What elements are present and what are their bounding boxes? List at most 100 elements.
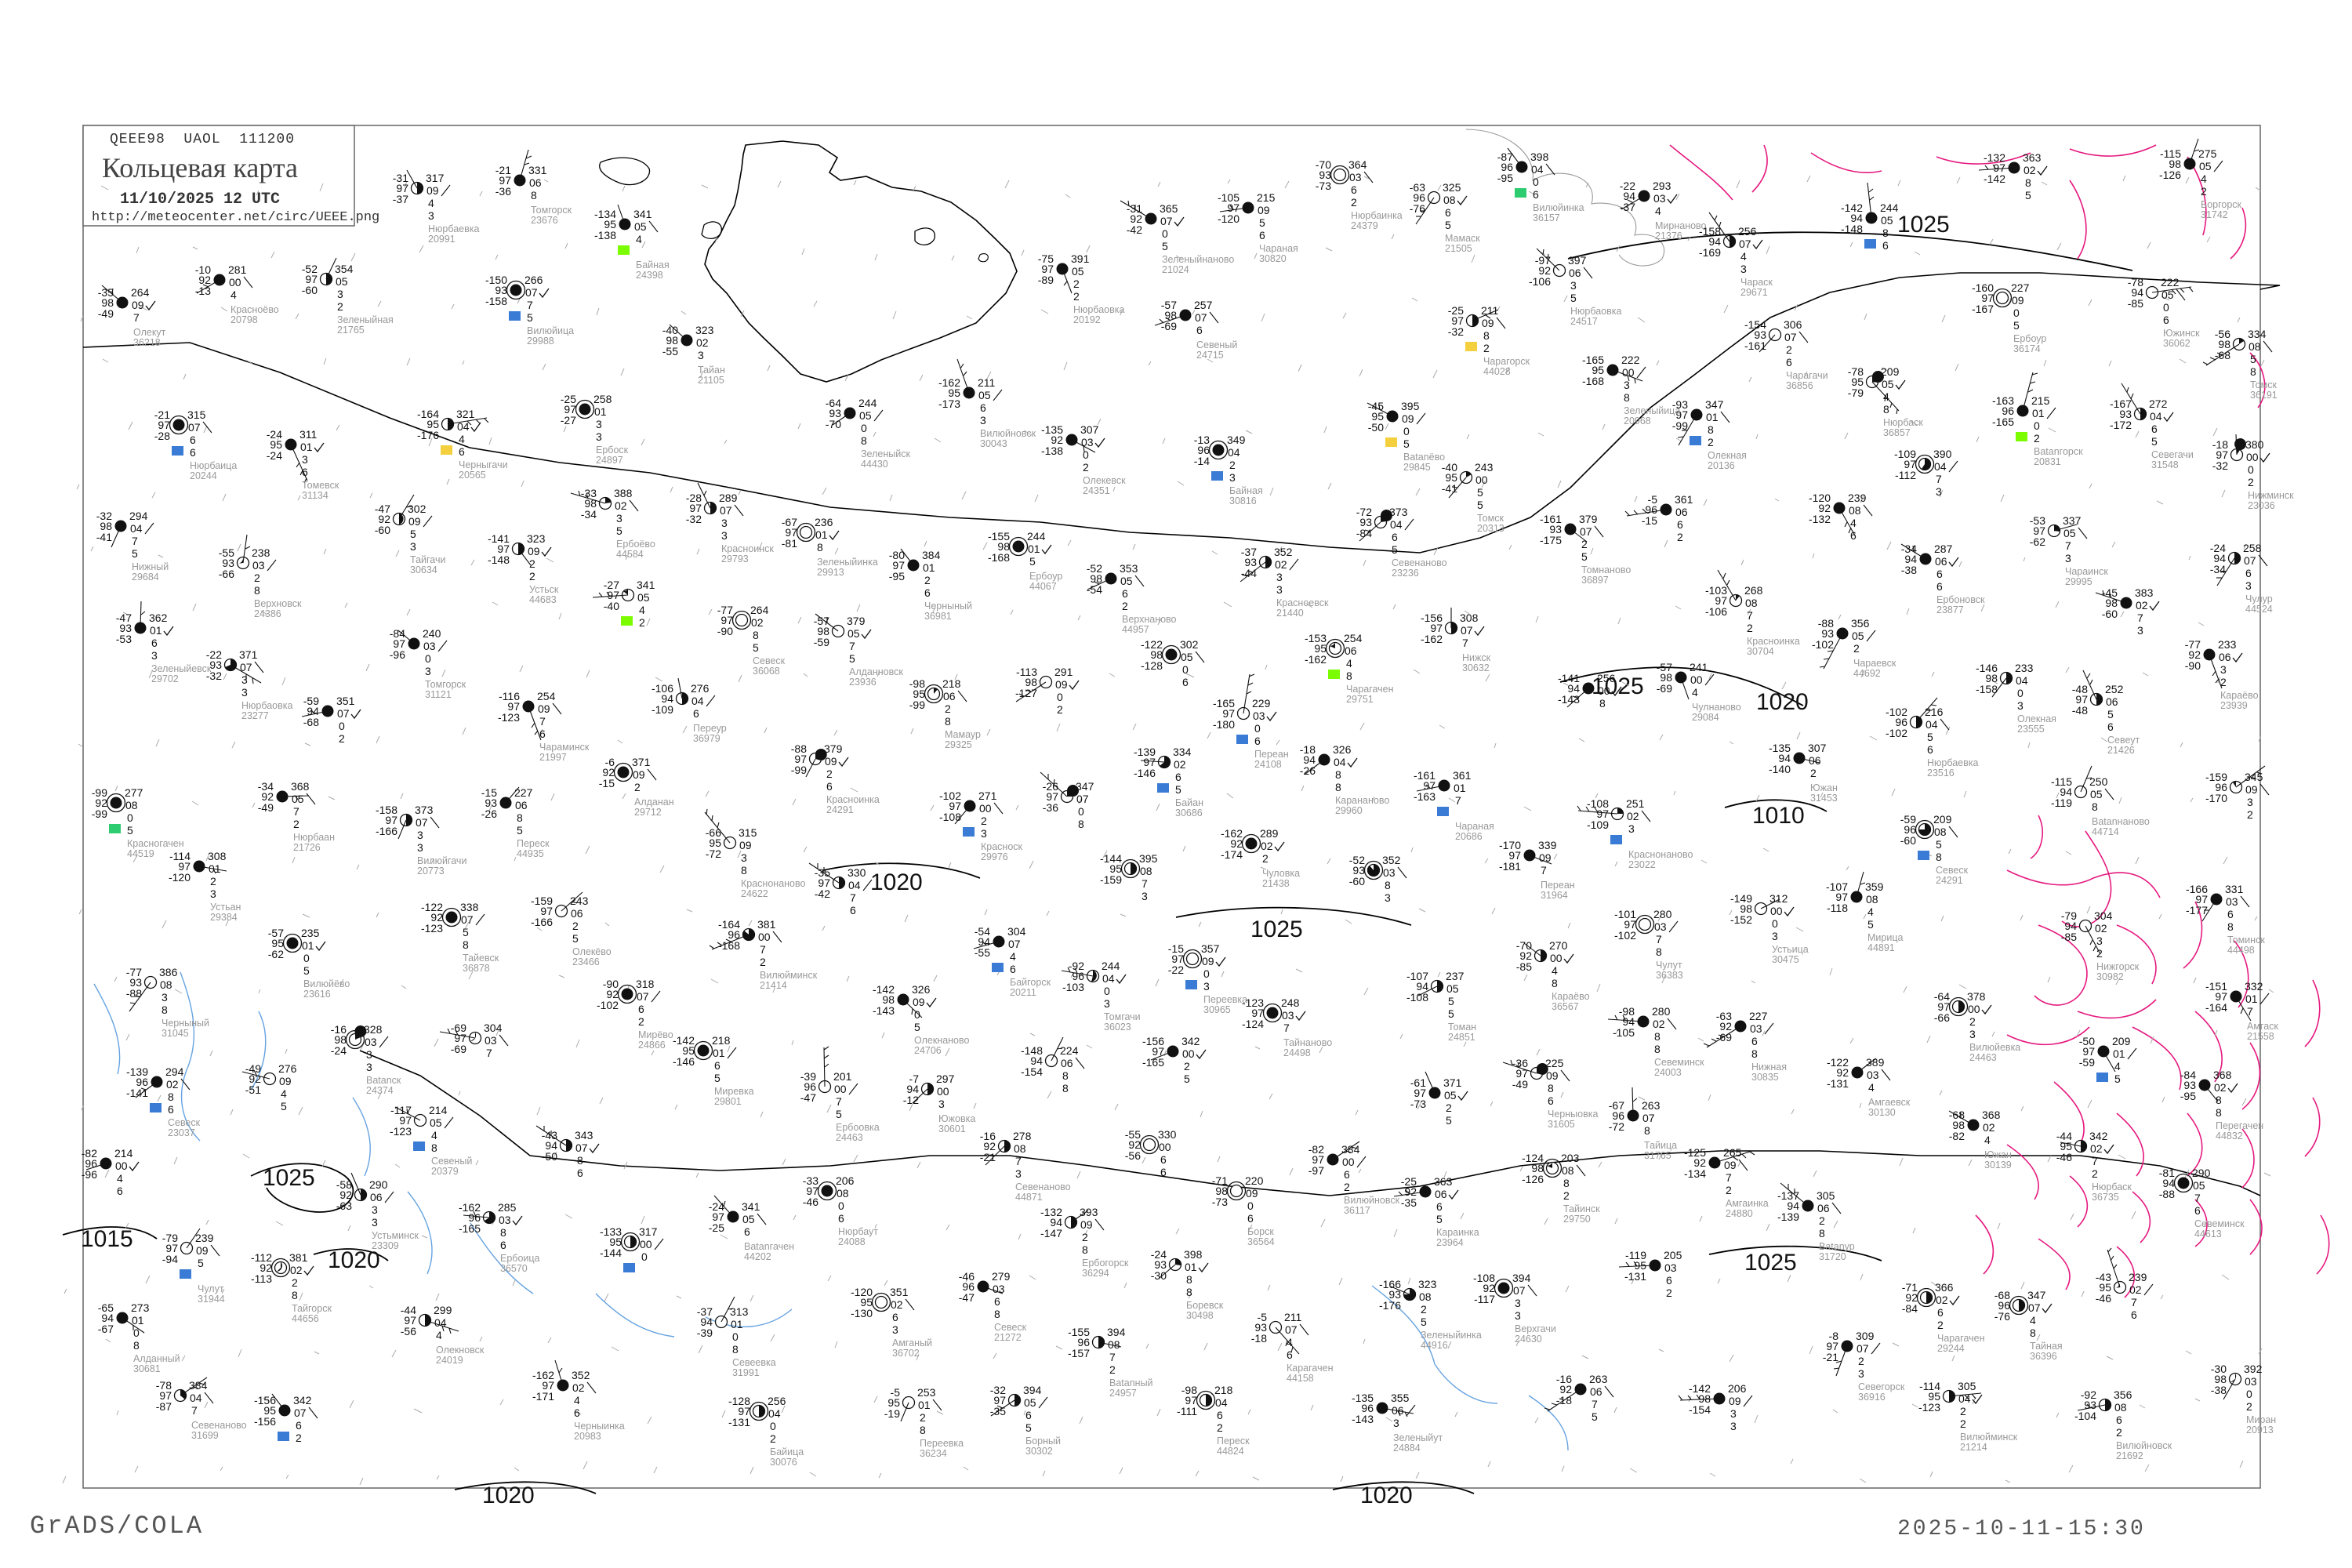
svg-text:7: 7 <box>1462 637 1468 649</box>
svg-text:256: 256 <box>1597 672 1616 684</box>
svg-text:-169: -169 <box>1699 246 1721 259</box>
svg-text:251: 251 <box>1626 797 1645 810</box>
svg-text:23676: 23676 <box>531 215 558 226</box>
svg-text:256: 256 <box>1738 225 1757 238</box>
svg-text:29995: 29995 <box>2065 576 2092 587</box>
svg-text:05: 05 <box>859 409 872 422</box>
svg-text:7: 7 <box>2065 539 2071 552</box>
svg-text:4: 4 <box>2201 172 2207 185</box>
svg-text:328: 328 <box>364 1023 383 1036</box>
svg-text:-123: -123 <box>498 711 520 724</box>
svg-text:44613: 44613 <box>2194 1229 2222 1240</box>
svg-text:-59: -59 <box>814 636 829 648</box>
svg-text:3: 3 <box>417 841 423 854</box>
svg-text:2: 2 <box>1960 1405 1966 1417</box>
svg-text:2: 2 <box>638 1015 644 1028</box>
svg-text:21692: 21692 <box>2116 1450 2143 1461</box>
svg-text:252: 252 <box>2105 683 2124 695</box>
svg-text:24108: 24108 <box>1254 759 1282 770</box>
svg-text:384: 384 <box>189 1379 208 1392</box>
svg-text:44683: 44683 <box>529 594 557 605</box>
svg-text:211: 211 <box>978 376 996 389</box>
svg-text:21997: 21997 <box>539 752 567 763</box>
svg-text:-140: -140 <box>1769 763 1791 775</box>
svg-text:24463: 24463 <box>836 1132 863 1143</box>
svg-text:Устьица: Устьица <box>1772 944 1809 955</box>
svg-text:-15: -15 <box>599 777 615 789</box>
svg-text:5: 5 <box>2107 708 2114 720</box>
svg-text:Черныный: Черныный <box>924 601 972 612</box>
svg-text:6: 6 <box>190 446 196 459</box>
svg-text:Чараевск: Чараевск <box>1853 658 1896 669</box>
svg-text:2: 2 <box>1073 290 1080 303</box>
svg-text:8: 8 <box>753 629 759 641</box>
svg-text:00: 00 <box>1342 1156 1355 1168</box>
svg-text:7: 7 <box>539 715 546 728</box>
svg-text:31742: 31742 <box>2201 209 2228 220</box>
svg-text:241: 241 <box>1690 661 1708 673</box>
svg-text:6: 6 <box>693 707 699 720</box>
svg-text:Верхновск: Верхновск <box>254 598 302 609</box>
svg-text:357: 357 <box>1201 942 1220 955</box>
svg-text:5: 5 <box>753 641 759 654</box>
svg-text:2: 2 <box>1229 459 1236 471</box>
svg-text:-34: -34 <box>581 508 597 521</box>
svg-text:2: 2 <box>2092 1167 2098 1180</box>
svg-text:6: 6 <box>500 1239 506 1251</box>
svg-text:330: 330 <box>1158 1128 1177 1141</box>
svg-text:6: 6 <box>1882 239 1889 252</box>
svg-text:5: 5 <box>849 652 855 665</box>
svg-text:05: 05 <box>2090 788 2103 800</box>
svg-text:2: 2 <box>634 781 641 793</box>
svg-text:09: 09 <box>1482 317 1494 329</box>
svg-text:-60: -60 <box>302 284 318 296</box>
svg-text:211: 211 <box>1284 1311 1302 1323</box>
svg-text:-59: -59 <box>2079 1056 2095 1069</box>
svg-text:07: 07 <box>720 504 732 517</box>
svg-text:07: 07 <box>1580 525 1592 538</box>
svg-text:-139: -139 <box>1777 1210 1799 1223</box>
svg-text:36857: 36857 <box>1883 427 1911 438</box>
svg-text:4: 4 <box>2114 1060 2121 1073</box>
svg-text:1025: 1025 <box>1897 212 1950 238</box>
svg-text:24880: 24880 <box>1726 1208 1753 1219</box>
svg-text:6: 6 <box>892 1311 898 1323</box>
svg-text:Вилюйновск: Вилюйновск <box>2116 1440 2172 1451</box>
svg-text:-55: -55 <box>975 946 990 959</box>
svg-text:-97: -97 <box>1308 1164 1324 1177</box>
svg-text:214: 214 <box>114 1147 133 1160</box>
svg-text:07: 07 <box>461 913 474 926</box>
svg-text:31720: 31720 <box>1819 1251 1846 1262</box>
svg-text:09: 09 <box>1724 1159 1737 1171</box>
svg-text:07: 07 <box>575 1142 588 1154</box>
svg-text:-53: -53 <box>116 633 132 645</box>
svg-text:2: 2 <box>1937 1319 1944 1331</box>
svg-text:8: 8 <box>1385 879 1391 891</box>
svg-text:6: 6 <box>1160 1166 1167 1178</box>
svg-text:Севенаново: Севенаново <box>191 1420 247 1431</box>
svg-text:8: 8 <box>1082 1243 1088 1256</box>
svg-text:0: 0 <box>133 1327 140 1339</box>
svg-text:-49: -49 <box>258 801 274 814</box>
svg-text:Зеленыйнаново: Зеленыйнаново <box>1162 254 1234 265</box>
svg-text:1020: 1020 <box>482 1483 535 1508</box>
svg-text:273: 273 <box>131 1301 150 1314</box>
svg-text:263: 263 <box>1589 1373 1608 1385</box>
svg-text:3: 3 <box>980 414 986 426</box>
svg-text:Олекевск: Олекевск <box>1083 475 1126 486</box>
svg-text:356: 356 <box>2114 1388 2132 1401</box>
svg-text:361: 361 <box>1675 493 1693 506</box>
svg-text:08: 08 <box>2114 1401 2127 1414</box>
svg-text:-168: -168 <box>988 551 1010 564</box>
svg-text:297: 297 <box>936 1073 955 1085</box>
svg-text:01: 01 <box>2032 407 2045 419</box>
svg-text:24851: 24851 <box>1448 1032 1475 1043</box>
svg-text:-106: -106 <box>1529 275 1551 288</box>
svg-text:-90: -90 <box>2185 659 2201 672</box>
svg-text:03: 03 <box>1282 1009 1294 1022</box>
svg-text:29384: 29384 <box>210 912 238 923</box>
svg-text:29702: 29702 <box>151 673 179 684</box>
svg-text:227: 227 <box>2011 281 2030 294</box>
svg-text:7: 7 <box>1109 1351 1116 1363</box>
svg-text:-144: -144 <box>600 1247 622 1259</box>
